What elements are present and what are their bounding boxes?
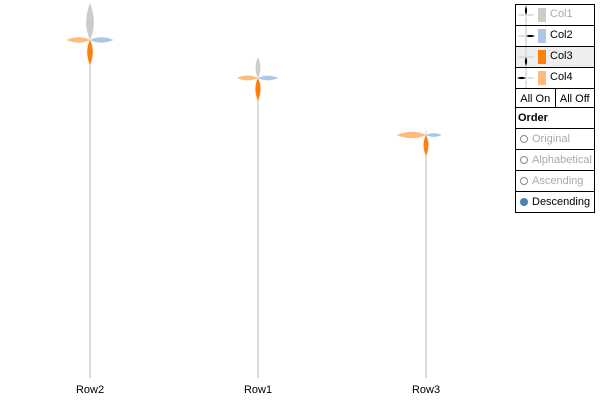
glyph-row2[interactable]: [66, 3, 114, 378]
legend-swatch: [538, 50, 546, 64]
order-option-label: Descending: [532, 196, 591, 208]
all-on-button[interactable]: All On: [515, 88, 556, 108]
petal-col1-row2: [86, 3, 94, 40]
legend-glyph-icon: [517, 68, 535, 88]
legend-item-col1[interactable]: Col1: [515, 4, 595, 26]
legend-label: Col1: [550, 8, 573, 20]
petal-col4-row2: [66, 37, 90, 43]
petal-col4-row1: [236, 75, 258, 81]
radio-icon: [520, 156, 528, 164]
petal-col2-row2: [90, 37, 114, 43]
petal-col3-row3: [423, 135, 429, 157]
category-label: Row3: [412, 384, 440, 396]
glyph-row3[interactable]: [396, 130, 442, 378]
toggle-buttons: All On All Off: [515, 88, 595, 108]
legend-glyph-icon: [517, 5, 535, 25]
order-option-original[interactable]: Original: [515, 128, 595, 150]
petal-col4-row3: [396, 131, 426, 139]
legend-swatch: [538, 71, 546, 85]
legend: Col1 Col2 Col3 Col4: [515, 4, 595, 89]
legend-glyph-icon: [517, 26, 535, 46]
legend-item-col4[interactable]: Col4: [515, 67, 595, 89]
all-off-button[interactable]: All Off: [554, 88, 595, 108]
legend-item-col3[interactable]: Col3: [515, 46, 595, 68]
order-heading: Order: [515, 107, 595, 129]
order-options: Original Alphabetical Ascending Descending: [515, 128, 595, 213]
radio-icon: [520, 198, 528, 206]
petal-col1-row3: [425, 130, 427, 135]
glyph-row1[interactable]: [236, 56, 279, 378]
order-option-label: Original: [532, 133, 570, 145]
legend-swatch: [538, 29, 546, 43]
petal-col1-row1: [255, 56, 261, 78]
legend-item-col2[interactable]: Col2: [515, 25, 595, 47]
petal-col3-row1: [255, 78, 261, 101]
radio-icon: [520, 177, 528, 185]
legend-glyph-icon: [517, 47, 535, 67]
order-option-label: Ascending: [532, 175, 584, 187]
order-option-label: Alphabetical: [532, 154, 592, 166]
petal-col2-row1: [258, 75, 279, 81]
control-panel: Col1 Col2 Col3 Col4 All On All Off Order Or…: [515, 4, 595, 213]
legend-label: Col3: [550, 50, 573, 62]
legend-label: Col2: [550, 29, 573, 41]
order-option-descending[interactable]: Descending: [515, 191, 595, 213]
order-option-alphabetical[interactable]: Alphabetical: [515, 149, 595, 171]
category-label: Row1: [244, 384, 272, 396]
legend-swatch: [538, 8, 546, 22]
legend-label: Col4: [550, 71, 573, 83]
radio-icon: [520, 135, 528, 143]
petal-col2-row3: [426, 133, 442, 137]
order-option-ascending[interactable]: Ascending: [515, 170, 595, 192]
category-label: Row2: [76, 384, 104, 396]
petal-col3-row2: [87, 40, 93, 66]
